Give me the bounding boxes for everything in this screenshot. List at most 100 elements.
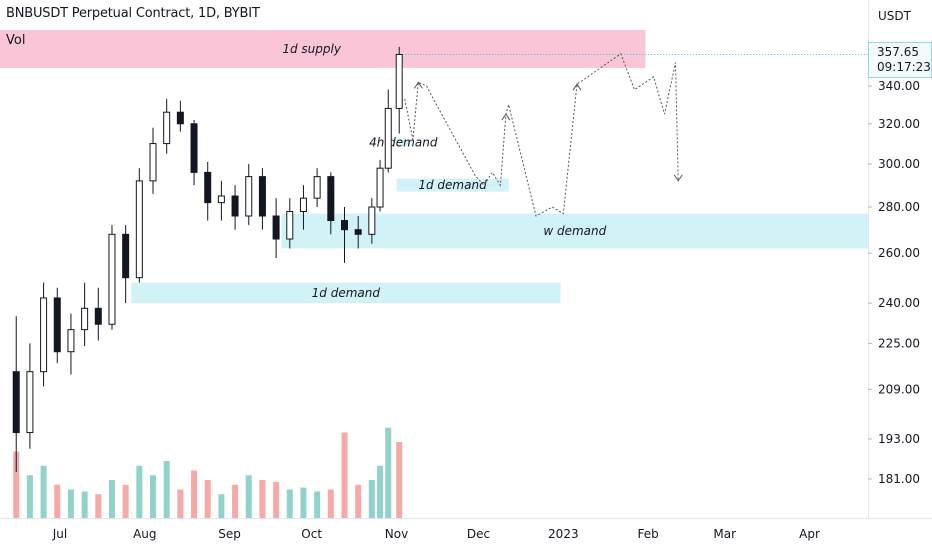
time-tick-label: Oct xyxy=(301,527,322,541)
time-tick-label: Nov xyxy=(385,527,408,541)
volume-bar xyxy=(396,442,403,518)
price-tick-label: 225.00 xyxy=(878,336,920,350)
volume-bar xyxy=(218,494,225,518)
candle-body xyxy=(217,195,225,204)
candle-body xyxy=(40,297,48,373)
candle-body xyxy=(395,53,403,109)
candle-body xyxy=(26,371,34,434)
volume-bar xyxy=(245,475,252,518)
volume-bar xyxy=(122,484,129,518)
volume-bar xyxy=(40,465,47,518)
candle-body xyxy=(94,307,102,325)
candle-body xyxy=(149,143,157,182)
last-price-label: 357.65 09:17:23 xyxy=(868,42,932,78)
volume-bar xyxy=(67,489,74,518)
time-tick-label: Aug xyxy=(133,527,156,541)
price-tick-label: 181.00 xyxy=(878,472,920,486)
volume-bar xyxy=(286,489,293,518)
candle-body xyxy=(190,123,198,173)
zone-label: 1d demand xyxy=(418,178,487,192)
candle-body xyxy=(286,210,294,240)
volume-bar xyxy=(327,489,334,518)
volume-bar xyxy=(177,489,184,518)
volume-bar xyxy=(54,484,61,518)
price-tick-label: 240.00 xyxy=(878,296,920,310)
time-tick-label: Jul xyxy=(52,527,67,541)
projection-arrowhead xyxy=(413,81,423,89)
volume-bar xyxy=(300,487,307,518)
zone-label: 4h demand xyxy=(369,136,438,150)
candle-body xyxy=(122,233,130,279)
demand-zone xyxy=(131,282,561,304)
supply-zone xyxy=(0,29,646,68)
volume-bar xyxy=(355,484,362,518)
candle-body xyxy=(340,220,348,231)
bar-countdown: 09:17:23 xyxy=(877,60,931,74)
projection-arrowhead xyxy=(673,174,683,182)
candle-body xyxy=(272,215,280,240)
price-tick-label: 300.00 xyxy=(878,157,920,171)
volume-bar xyxy=(341,432,348,518)
candle-body xyxy=(245,176,253,217)
candle-body xyxy=(135,180,143,279)
volume-bar xyxy=(95,494,102,518)
candle-body xyxy=(108,233,116,325)
volume-bar xyxy=(26,475,33,518)
time-tick-label: Feb xyxy=(638,527,659,541)
last-price-value: 357.65 xyxy=(877,45,919,59)
volume-bar xyxy=(191,470,198,518)
price-axis-unit: USDT xyxy=(878,9,911,23)
candle-body xyxy=(12,371,20,434)
volume-bar xyxy=(13,451,20,518)
time-tick-label: Dec xyxy=(467,527,490,541)
demand-zone xyxy=(396,139,411,146)
volume-bar xyxy=(136,465,143,518)
zone-label: 1d supply xyxy=(282,42,341,56)
volume-label: Vol xyxy=(6,33,26,48)
candle-body xyxy=(231,195,239,217)
volume-bar xyxy=(150,475,157,518)
price-tick-label: 193.00 xyxy=(878,432,920,446)
candle-body xyxy=(327,176,335,222)
volume-bar xyxy=(314,491,321,518)
zone-label: w demand xyxy=(543,224,606,238)
price-tick-label: 320.00 xyxy=(878,117,920,131)
zone-label: 1d demand xyxy=(312,286,381,300)
volume-bar xyxy=(259,480,266,518)
price-tick-label: 280.00 xyxy=(878,200,920,214)
chart-title: BNBUSDT Perpetual Contract, 1D, BYBIT xyxy=(6,6,260,21)
candle-body xyxy=(299,197,307,212)
volume-bar xyxy=(232,484,239,518)
volume-bar xyxy=(368,480,375,518)
candle-body xyxy=(354,229,362,235)
time-tick-label: Sep xyxy=(218,527,241,541)
price-axis xyxy=(868,0,932,550)
candle-body xyxy=(258,176,266,217)
price-tick-label: 340.00 xyxy=(878,79,920,93)
price-tick-label: 260.00 xyxy=(878,246,920,260)
candle-body xyxy=(53,297,61,353)
volume-bar xyxy=(108,480,115,518)
volume-bar xyxy=(163,461,170,518)
candle-body xyxy=(384,107,392,169)
time-tick-label: Mar xyxy=(713,527,736,541)
candle-body xyxy=(176,111,184,125)
candle-body xyxy=(204,171,212,204)
demand-zone xyxy=(281,213,868,249)
volume-bar xyxy=(204,480,211,518)
demand-zone xyxy=(396,178,509,192)
volume-bar xyxy=(273,481,280,518)
time-tick-label: 2023 xyxy=(548,527,579,541)
time-tick-label: Apr xyxy=(799,527,820,541)
projection-arrowhead xyxy=(501,113,511,121)
candle-body xyxy=(368,206,376,235)
candle-body xyxy=(376,167,384,208)
volume-bar xyxy=(385,427,392,518)
candle-body xyxy=(163,111,171,145)
candle-body xyxy=(81,307,89,331)
price-tick-label: 209.00 xyxy=(878,382,920,396)
candle-body xyxy=(67,329,75,353)
volume-bar xyxy=(81,491,88,518)
candle-body xyxy=(313,176,321,199)
